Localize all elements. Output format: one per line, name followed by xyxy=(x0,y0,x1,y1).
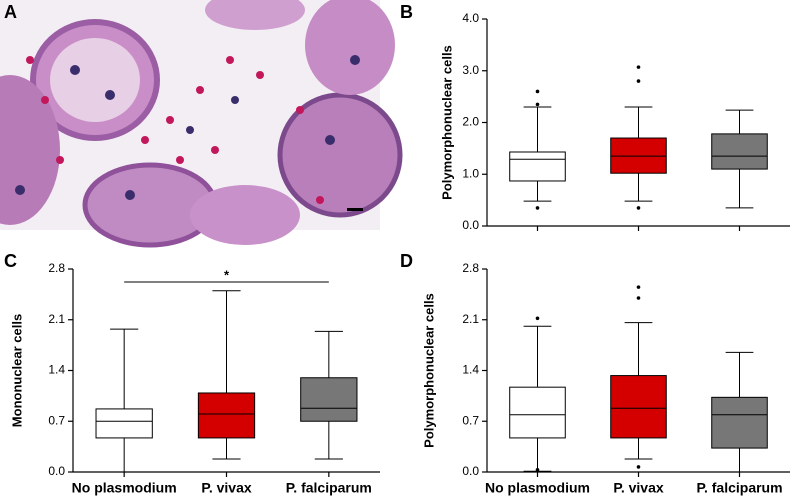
histology-image xyxy=(0,0,403,248)
y-axis-label: Polymorphonuclear cells xyxy=(421,293,436,448)
outlier xyxy=(636,79,641,83)
x-tick-label: P. vivax xyxy=(613,480,664,496)
y-axis-label: Polymorphonuclear cells xyxy=(439,45,454,200)
y-tick-label: 4.0 xyxy=(462,11,479,25)
y-tick-label: 0.7 xyxy=(48,413,65,427)
box xyxy=(197,392,256,439)
panel-label: B xyxy=(400,2,413,22)
outlier xyxy=(636,285,641,289)
x-tick-label: P. falciparum xyxy=(696,480,782,496)
y-tick-label: 0.0 xyxy=(48,464,65,478)
x-tick-label: P. vivax xyxy=(201,480,252,496)
box xyxy=(509,151,566,182)
y-tick-label: 0.7 xyxy=(462,413,479,427)
y-tick-label: 2.8 xyxy=(462,261,479,275)
y-tick-label: 3.0 xyxy=(462,63,479,77)
box xyxy=(300,377,358,422)
y-tick-label: 0.0 xyxy=(462,218,479,232)
panel-label: A xyxy=(4,2,17,22)
outlier xyxy=(535,316,540,321)
y-tick-label: 1.0 xyxy=(462,166,479,180)
outlier xyxy=(636,206,641,210)
box xyxy=(711,133,768,170)
x-tick-label: P. falciparum xyxy=(286,480,372,496)
panel-label: C xyxy=(4,251,17,271)
panel-label: D xyxy=(400,251,413,271)
y-tick-label: 2.1 xyxy=(48,312,65,326)
significance-label: * xyxy=(224,267,230,282)
outlier xyxy=(535,102,540,107)
outlier xyxy=(636,465,641,469)
box xyxy=(610,137,667,174)
outlier xyxy=(636,296,641,300)
y-tick-label: 2.1 xyxy=(462,312,479,326)
box xyxy=(95,408,153,439)
box xyxy=(711,396,768,449)
outlier xyxy=(535,206,540,210)
y-axis-label: Mononuclear cells xyxy=(9,314,24,427)
box xyxy=(509,386,566,439)
y-tick-label: 1.4 xyxy=(462,363,479,377)
outlier xyxy=(535,89,540,94)
y-tick-label: 2.0 xyxy=(462,115,479,129)
outlier xyxy=(636,65,641,69)
y-tick-label: 1.4 xyxy=(48,363,65,377)
outlier xyxy=(535,468,540,472)
y-tick-label: 0.0 xyxy=(462,464,479,478)
x-tick-label: No plasmodium xyxy=(485,480,590,496)
box xyxy=(610,375,667,439)
x-tick-label: No plasmodium xyxy=(72,480,177,496)
y-tick-label: 2.8 xyxy=(48,261,65,275)
